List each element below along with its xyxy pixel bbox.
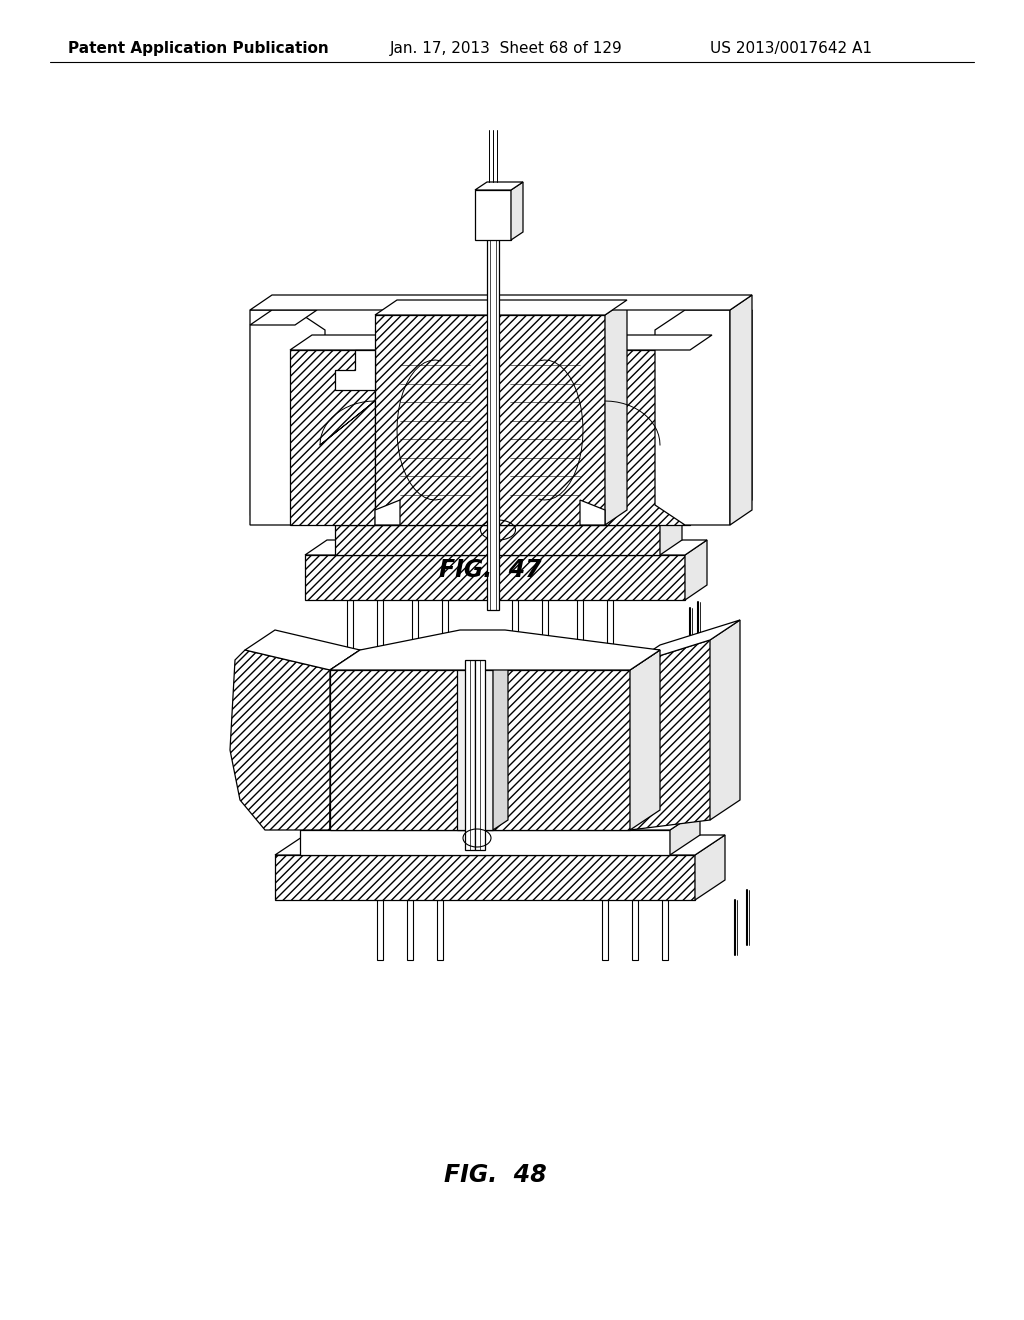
Polygon shape: [335, 350, 375, 389]
Polygon shape: [275, 836, 725, 855]
Text: Jan. 17, 2013  Sheet 68 of 129: Jan. 17, 2013 Sheet 68 of 129: [390, 41, 623, 55]
Polygon shape: [475, 660, 485, 850]
Polygon shape: [655, 310, 730, 525]
Polygon shape: [305, 540, 707, 554]
Polygon shape: [375, 315, 605, 525]
Polygon shape: [347, 601, 353, 655]
Polygon shape: [330, 649, 660, 671]
Polygon shape: [305, 554, 685, 601]
Polygon shape: [250, 325, 295, 515]
Polygon shape: [375, 500, 400, 525]
Polygon shape: [542, 601, 548, 655]
Polygon shape: [632, 900, 638, 960]
Text: FIG.  48: FIG. 48: [443, 1163, 547, 1187]
Polygon shape: [475, 182, 523, 190]
Polygon shape: [607, 601, 613, 655]
Polygon shape: [690, 335, 712, 525]
Polygon shape: [685, 310, 752, 325]
Polygon shape: [660, 510, 682, 554]
Text: US 2013/0017642 A1: US 2013/0017642 A1: [710, 41, 872, 55]
Polygon shape: [330, 630, 660, 671]
Polygon shape: [290, 350, 375, 525]
Polygon shape: [730, 294, 752, 525]
Polygon shape: [487, 220, 499, 610]
Polygon shape: [512, 601, 518, 655]
Polygon shape: [630, 640, 735, 830]
Polygon shape: [602, 900, 608, 960]
Polygon shape: [250, 310, 325, 525]
Polygon shape: [630, 620, 740, 665]
Polygon shape: [695, 836, 725, 900]
Polygon shape: [330, 805, 360, 830]
Polygon shape: [662, 900, 668, 960]
Polygon shape: [511, 182, 523, 240]
Polygon shape: [670, 810, 700, 855]
Polygon shape: [300, 830, 670, 855]
Polygon shape: [442, 601, 449, 655]
Polygon shape: [475, 190, 511, 240]
Text: Patent Application Publication: Patent Application Publication: [68, 41, 329, 55]
Polygon shape: [407, 900, 413, 960]
Polygon shape: [465, 660, 475, 850]
Polygon shape: [412, 601, 418, 655]
Polygon shape: [730, 310, 752, 515]
Polygon shape: [335, 525, 660, 554]
Polygon shape: [580, 500, 605, 525]
Polygon shape: [710, 620, 740, 820]
Polygon shape: [377, 601, 383, 655]
Polygon shape: [493, 660, 508, 830]
Polygon shape: [375, 300, 627, 315]
Polygon shape: [685, 540, 707, 601]
Polygon shape: [230, 649, 330, 830]
Polygon shape: [605, 300, 627, 525]
Polygon shape: [457, 671, 493, 830]
Polygon shape: [250, 310, 317, 325]
Polygon shape: [245, 630, 360, 671]
Polygon shape: [335, 510, 682, 525]
Polygon shape: [290, 335, 397, 350]
Text: FIG.  47: FIG. 47: [438, 558, 542, 582]
Polygon shape: [605, 350, 690, 525]
Polygon shape: [685, 325, 730, 515]
Polygon shape: [330, 671, 630, 830]
Polygon shape: [605, 335, 712, 350]
Polygon shape: [437, 900, 443, 960]
Polygon shape: [630, 649, 660, 830]
Polygon shape: [300, 810, 700, 830]
Polygon shape: [275, 855, 695, 900]
Polygon shape: [250, 294, 752, 310]
Polygon shape: [377, 900, 383, 960]
Polygon shape: [577, 601, 583, 655]
